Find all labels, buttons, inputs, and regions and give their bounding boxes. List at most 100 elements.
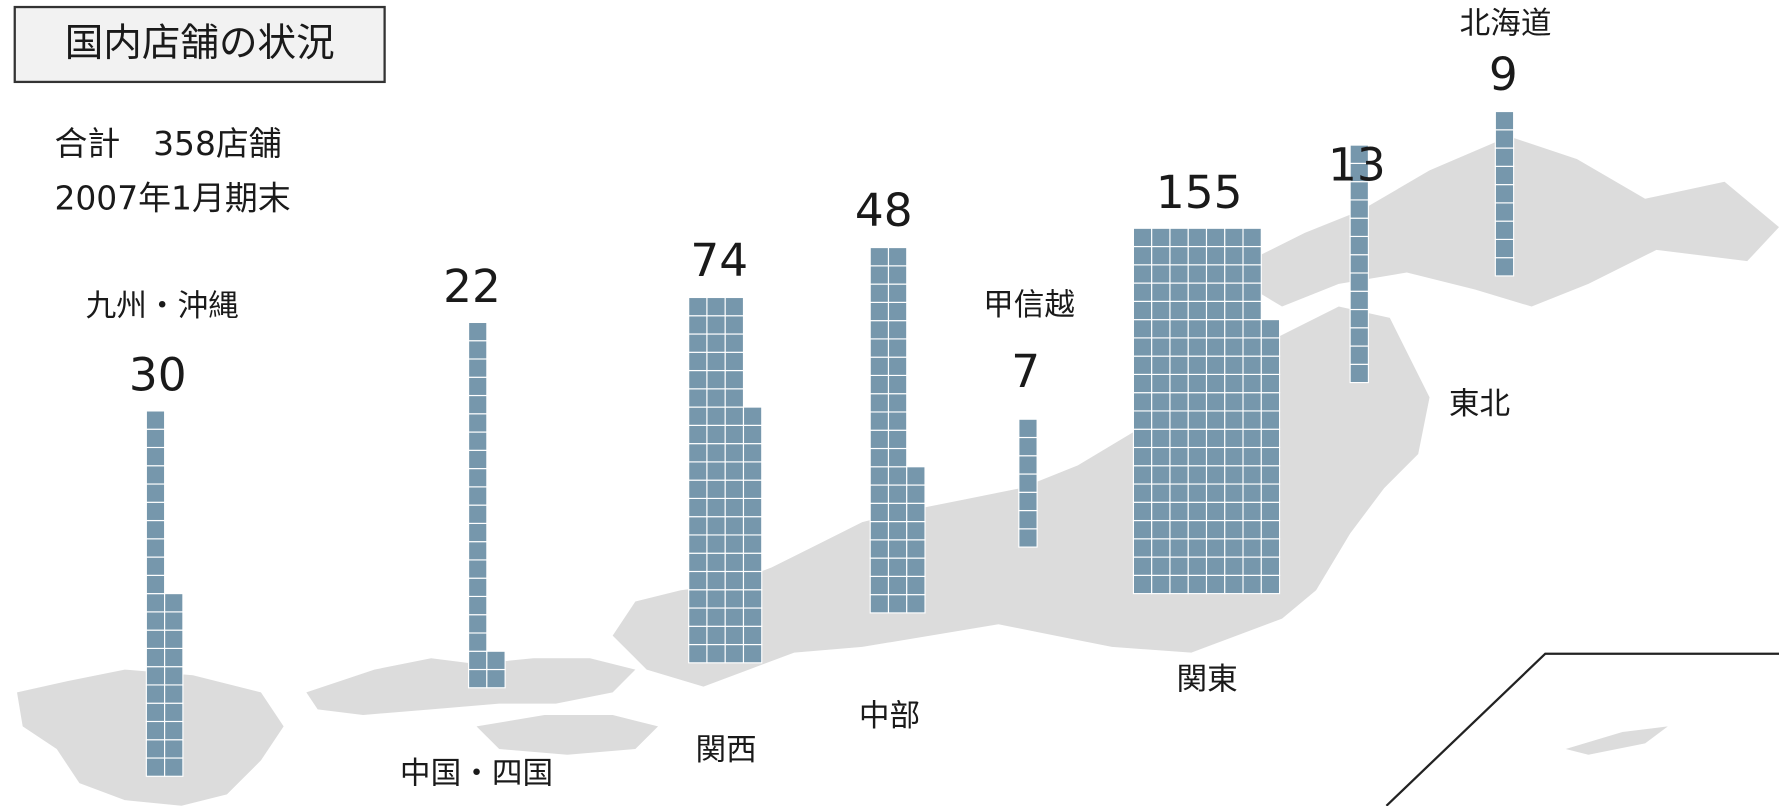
- store-cell: [724, 516, 745, 536]
- store-cell: [742, 516, 763, 536]
- store-cell: [887, 447, 908, 468]
- store-cell: [869, 575, 890, 596]
- store-cell: [1132, 264, 1153, 284]
- store-cell: [869, 265, 890, 285]
- store-cell: [1187, 446, 1208, 467]
- store-cell: [706, 570, 726, 591]
- store-cell: [1349, 272, 1369, 292]
- store-cell: [468, 376, 488, 397]
- store-cell: [1205, 428, 1226, 449]
- store-group: [1018, 418, 1038, 548]
- store-cell: [1224, 428, 1244, 449]
- store-cell: [724, 424, 745, 445]
- store-cell: [1349, 327, 1369, 347]
- store-cell: [1187, 556, 1208, 576]
- store-cell: [1132, 446, 1153, 467]
- store-cell: [724, 552, 745, 573]
- store-cell: [887, 301, 908, 322]
- store-cell: [145, 647, 166, 668]
- store-cell: [1224, 538, 1244, 558]
- store-cell: [688, 369, 708, 390]
- store-cell: [887, 374, 908, 395]
- store-cell: [1132, 519, 1153, 540]
- store-cell: [1187, 410, 1208, 430]
- store-cell: [1018, 418, 1038, 439]
- store-cell: [1169, 465, 1189, 485]
- store-cell: [1224, 245, 1244, 266]
- store-cell: [486, 650, 506, 671]
- value-label: 7: [1011, 345, 1040, 398]
- store-cell: [887, 246, 908, 267]
- store-cell: [1224, 264, 1244, 284]
- store-cell: [468, 668, 488, 689]
- store-cell: [688, 315, 708, 335]
- store-cell: [1169, 373, 1189, 394]
- store-cell: [1260, 519, 1281, 540]
- store-cell: [1151, 319, 1171, 339]
- store-cell: [145, 410, 166, 430]
- title-box: [13, 5, 386, 84]
- store-cell: [1224, 355, 1244, 375]
- store-cell: [724, 315, 745, 335]
- store-cell: [145, 556, 166, 576]
- store-cell: [906, 575, 926, 596]
- store-cell: [1151, 556, 1171, 576]
- store-cell: [742, 479, 763, 499]
- store-cell: [742, 534, 763, 554]
- store-group: [145, 410, 184, 777]
- store-cell: [1242, 282, 1262, 302]
- store-cell: [724, 534, 745, 554]
- store-cell: [1205, 282, 1226, 302]
- store-cell: [1494, 110, 1515, 131]
- store-cell: [1260, 501, 1281, 522]
- store-cell: [1187, 245, 1208, 266]
- store-cell: [1349, 144, 1369, 164]
- store-cell: [1205, 227, 1226, 248]
- store-cell: [906, 502, 926, 523]
- store-cell: [869, 429, 890, 450]
- store-cell: [706, 424, 726, 445]
- store-cell: [742, 552, 763, 573]
- store-cell: [1169, 519, 1189, 540]
- store-cell: [1132, 392, 1153, 412]
- store-cell: [1205, 574, 1226, 595]
- store-cell: [1151, 373, 1171, 394]
- store-cell: [164, 684, 184, 704]
- store-cell: [869, 447, 890, 468]
- store-cell: [1132, 373, 1153, 394]
- store-cell: [145, 666, 166, 686]
- store-cell: [742, 643, 763, 664]
- store-cell: [468, 449, 488, 470]
- store-cell: [164, 720, 184, 741]
- store-cell: [145, 519, 166, 540]
- store-cell: [706, 461, 726, 481]
- store-cell: [724, 296, 745, 317]
- store-cell: [1187, 519, 1208, 540]
- store-cell: [468, 650, 488, 671]
- store-cell: [1169, 428, 1189, 449]
- store-cell: [1205, 355, 1226, 375]
- store-cell: [688, 607, 708, 627]
- store-cell: [688, 625, 708, 646]
- store-cell: [1151, 538, 1171, 558]
- store-cell: [1260, 319, 1281, 339]
- region-label: 中部: [859, 699, 920, 734]
- store-cell: [1224, 319, 1244, 339]
- store-cell: [869, 557, 890, 577]
- store-cell: [1349, 290, 1369, 311]
- store-cell: [1494, 184, 1515, 204]
- store-cell: [1260, 392, 1281, 412]
- store-cell: [1205, 446, 1226, 467]
- store-cell: [1169, 483, 1189, 503]
- store-cell: [164, 666, 184, 686]
- store-cell: [906, 520, 926, 541]
- store-cell: [1151, 355, 1171, 375]
- store-cell: [869, 283, 890, 303]
- store-cell: [1205, 300, 1226, 321]
- store-cell: [742, 424, 763, 445]
- store-cell: [1169, 300, 1189, 321]
- store-cell: [724, 479, 745, 499]
- store-cell: [1494, 129, 1515, 149]
- value-label: 22: [443, 260, 501, 313]
